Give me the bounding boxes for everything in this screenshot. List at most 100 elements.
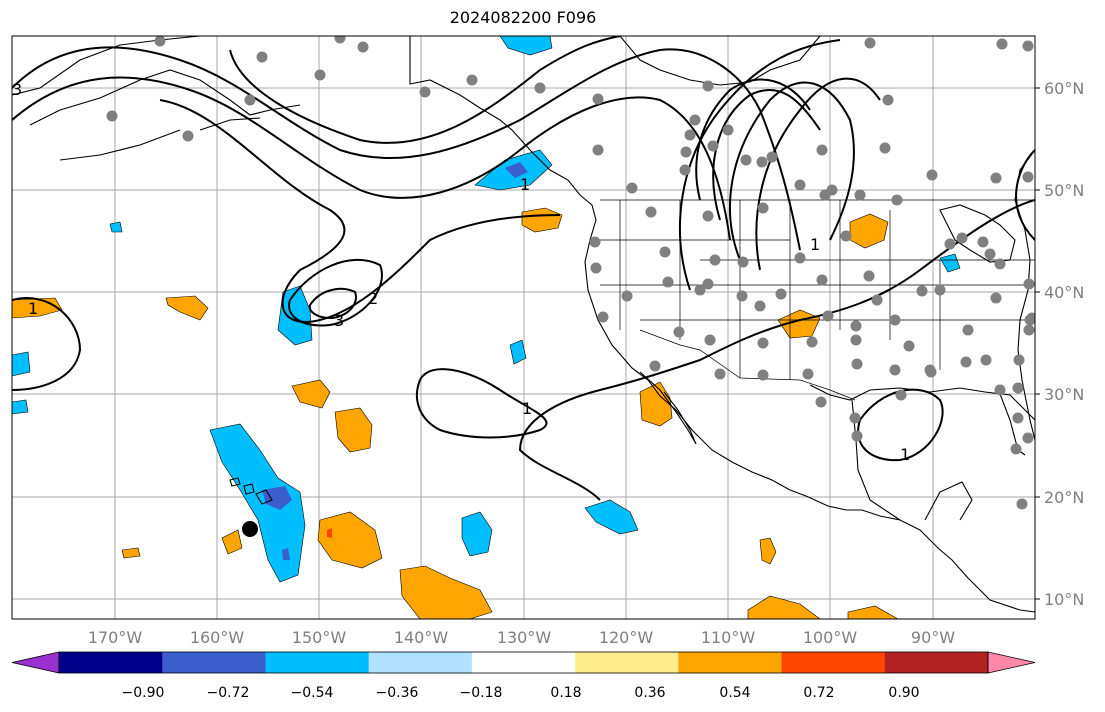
colorbar-tick-labels: −0.90 −0.72 −0.54 −0.36 −0.18 0.18 0.36 …	[122, 685, 920, 701]
location-marker	[242, 521, 258, 537]
colorbar-tick-label: 0.72	[803, 685, 834, 701]
station-dot	[736, 290, 748, 302]
station-dot	[864, 37, 876, 49]
station-dot	[802, 368, 814, 380]
station-dot	[794, 179, 806, 191]
colorbar-swatch	[59, 652, 163, 673]
station-dot	[740, 154, 752, 166]
station-dot	[1016, 498, 1028, 510]
station-dot	[871, 294, 883, 306]
station-dot	[1022, 40, 1034, 52]
colorbar-swatch	[265, 652, 370, 673]
station-dot	[154, 36, 166, 47]
map-frame	[11, 35, 1036, 620]
station-dot	[850, 320, 862, 332]
longitude-labels: 170°W 160°W 150°W 140°W 130°W 120°W 110°…	[88, 628, 955, 647]
lon-label: 110°W	[701, 628, 756, 647]
lat-label: 10°N	[1044, 590, 1084, 609]
coastlines	[12, 36, 1035, 613]
station-dot	[737, 256, 749, 268]
lon-label: 120°W	[599, 628, 654, 647]
station-dot	[1012, 412, 1024, 424]
station-dot	[597, 311, 609, 323]
station-dot	[806, 336, 818, 348]
station-dot	[707, 140, 719, 152]
station-dot	[1013, 354, 1025, 366]
contour-label: 1	[28, 299, 38, 318]
station-dot	[766, 151, 778, 163]
colorbar-swatch	[471, 652, 576, 673]
lon-label: 130°W	[497, 628, 552, 647]
station-dot	[684, 129, 696, 141]
red-spot	[327, 528, 332, 538]
station-dot	[709, 254, 721, 266]
contour-label: 1	[520, 175, 530, 194]
latitude-labels: 60°N 50°N 40°N 30°N 20°N 10°N	[1035, 79, 1084, 609]
station-dot	[680, 146, 692, 158]
colorbar-tick-label: −0.18	[460, 685, 503, 701]
station-dot	[106, 110, 118, 122]
station-dot	[996, 38, 1008, 50]
station-dot	[889, 364, 901, 376]
station-dot	[754, 300, 766, 312]
station-dot	[357, 41, 369, 53]
station-dot	[895, 389, 907, 401]
station-dot	[1022, 432, 1034, 444]
station-dot	[794, 252, 806, 264]
station-dot	[849, 412, 861, 424]
lon-label: 90°W	[911, 628, 955, 647]
station-dot	[702, 278, 714, 290]
colorbar-swatch	[678, 652, 783, 673]
contour-labels: 3 1 2 3 1 1 1 1	[12, 80, 910, 464]
station-dot	[816, 274, 828, 286]
station-dot	[1023, 324, 1035, 336]
station-dot	[659, 246, 671, 258]
station-dot	[662, 276, 674, 288]
lat-label: 50°N	[1044, 181, 1084, 200]
station-dot	[466, 74, 478, 86]
colorbar-tick-label: −0.90	[122, 685, 165, 701]
colorbar-frame	[58, 651, 989, 674]
contour-label: 1	[810, 235, 820, 254]
graticule	[12, 36, 1035, 619]
colorbar-tick-label: 0.90	[888, 685, 919, 701]
lon-label: 100°W	[803, 628, 858, 647]
station-dot	[694, 284, 706, 296]
station-dot	[863, 270, 875, 282]
colorbar-swatch	[884, 652, 989, 673]
colorbar-tick-label: −0.54	[291, 685, 334, 701]
station-dot	[704, 334, 716, 346]
station-dot	[956, 232, 968, 244]
station-dot	[592, 144, 604, 156]
station-dot	[592, 93, 604, 105]
station-dot	[1012, 382, 1024, 394]
colorbar	[11, 651, 1036, 674]
station-dot	[702, 210, 714, 222]
station-dot	[702, 80, 714, 92]
station-dot	[714, 368, 726, 380]
station-dot	[891, 194, 903, 206]
station-dot	[977, 236, 989, 248]
station-markers	[106, 36, 1035, 510]
lat-label: 30°N	[1044, 385, 1084, 404]
colorbar-extend-min	[11, 651, 60, 674]
station-dot	[419, 86, 431, 98]
station-dot	[756, 156, 768, 168]
contour-label: 1	[900, 445, 910, 464]
station-dot	[889, 314, 901, 326]
colorbar-tick-label: 0.54	[719, 685, 750, 701]
lat-label: 20°N	[1044, 488, 1084, 507]
colorbar-tick-label: 0.36	[634, 685, 665, 701]
station-dot	[879, 142, 891, 154]
station-dot	[990, 292, 1002, 304]
colorbar-swatch	[781, 652, 886, 673]
colorbar-tick-label: −0.72	[207, 685, 250, 701]
station-dot	[757, 369, 769, 381]
station-dot	[1023, 278, 1035, 290]
station-dot	[1026, 312, 1035, 324]
station-dot	[826, 184, 838, 196]
station-dot	[679, 164, 691, 176]
station-dot	[256, 51, 268, 63]
station-dot	[1010, 443, 1022, 455]
